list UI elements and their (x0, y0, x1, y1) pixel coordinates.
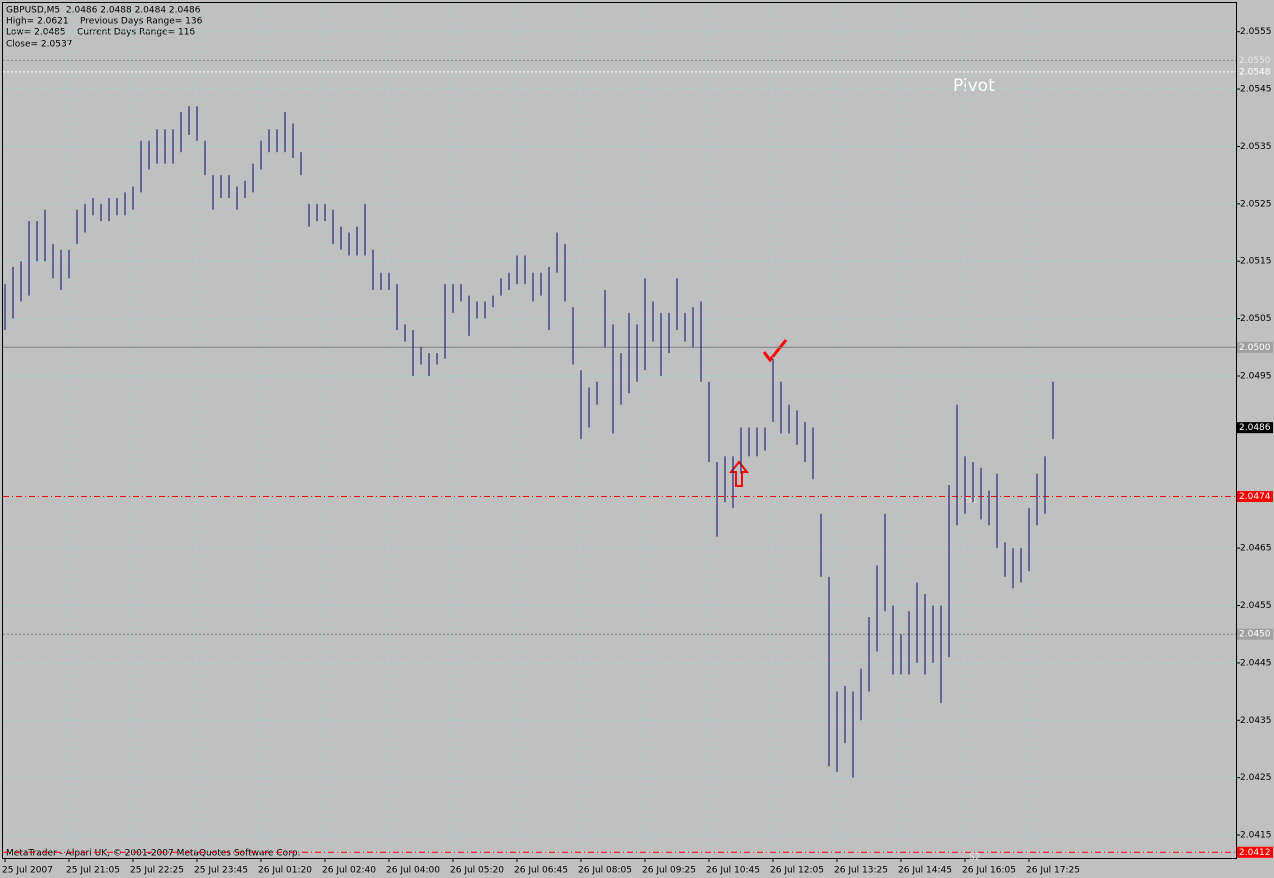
y-tick-label: 2.0545 (1240, 85, 1272, 95)
y-tick-label: 2.0435 (1240, 716, 1272, 726)
pivot-label: Pivot (953, 76, 995, 96)
buy-arrow (728, 460, 750, 487)
x-tick-label: 25 Jul 21:05 (66, 866, 120, 876)
x-tick-label: 26 Jul 01:20 (258, 866, 312, 876)
level-label: 2.0550 (1239, 56, 1271, 66)
x-tick-label: 25 Jul 22:25 (130, 866, 184, 876)
x-tick-label: 26 Jul 17:25 (1026, 866, 1080, 876)
y-tick-label: 2.0525 (1240, 199, 1272, 209)
level-label: 2.0486 (1239, 423, 1271, 433)
x-tick-label: 26 Jul 12:05 (770, 866, 824, 876)
level-label: 2.0450 (1239, 630, 1271, 640)
x-tick-label: 26 Jul 05:20 (450, 866, 504, 876)
info-panel: GBPUSD,M5 2.0486 2.0488 2.0484 2.0486 Hi… (6, 6, 203, 50)
y-tick-label: 2.0425 (1240, 773, 1272, 783)
y-tick-label: 2.0415 (1240, 831, 1272, 841)
level-label: 2.0412 (1239, 848, 1271, 858)
x-tick-label: 26 Jul 08:05 (578, 866, 632, 876)
level-label: 2.0474 (1239, 492, 1271, 502)
y-tick-label: 2.0535 (1240, 142, 1272, 152)
level-label-bg (1237, 490, 1273, 502)
x-tick-label: 26 Jul 14:45 (898, 866, 952, 876)
info-line: High= 2.0621 Previous Days Range= 136 (6, 17, 203, 27)
copyright: MetaTrader - Alpari UK, © 2001-2007 Meta… (6, 849, 300, 859)
s2-label: S2 (969, 853, 980, 863)
level-label-bg (1237, 66, 1273, 78)
y-tick-label: 2.0555 (1240, 27, 1272, 37)
level-label-bg (1237, 341, 1273, 353)
y-tick-label: 2.0445 (1240, 658, 1272, 668)
x-tick-label: 25 Jul 23:45 (194, 866, 248, 876)
level-label: 2.0500 (1239, 343, 1271, 353)
x-tick-label: 26 Jul 04:00 (386, 866, 440, 876)
y-tick-label: 2.0515 (1240, 257, 1272, 267)
y-tick-label: 2.0505 (1240, 314, 1272, 324)
x-tick-label: 26 Jul 10:45 (706, 866, 760, 876)
x-tick-label: 26 Jul 02:40 (322, 866, 376, 876)
x-tick-label: 26 Jul 06:45 (514, 866, 568, 876)
check-mark (762, 339, 788, 363)
level-label: 2.0548 (1239, 67, 1271, 77)
s1-label: S1 (966, 496, 977, 506)
level-label-bg (1237, 54, 1273, 66)
level-label-bg (1237, 422, 1273, 434)
info-line: Close= 2.0537 (6, 40, 72, 50)
x-tick-label: 26 Jul 13:25 (834, 866, 888, 876)
y-tick-label: 2.0465 (1240, 544, 1272, 554)
info-line: Low= 2.0485 Current Days Range= 116 (6, 28, 195, 38)
info-line: GBPUSD,M5 2.0486 2.0488 2.0484 2.0486 (6, 6, 201, 16)
x-tick-label: 26 Jul 09:25 (642, 866, 696, 876)
level-label-bg (1237, 628, 1273, 640)
x-tick-label: 25 Jul 2007 (2, 866, 53, 876)
x-tick-label: 26 Jul 16:05 (962, 866, 1016, 876)
y-tick-label: 2.0455 (1240, 601, 1272, 611)
level-label-bg (1237, 846, 1273, 858)
plot-frame (2, 2, 1237, 859)
y-tick-label: 2.0495 (1240, 371, 1272, 381)
